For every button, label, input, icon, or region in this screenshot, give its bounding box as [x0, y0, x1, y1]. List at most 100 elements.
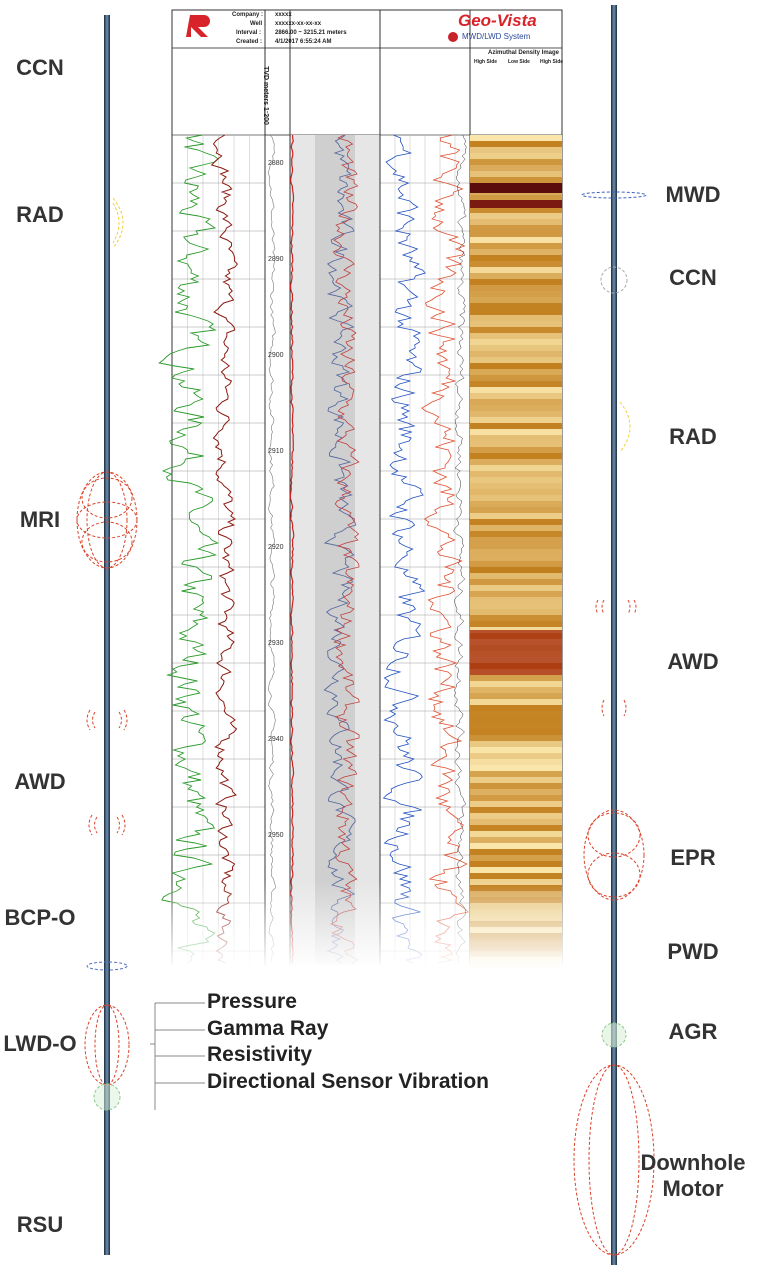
- log-curve: [421, 134, 469, 964]
- image-band: [470, 183, 562, 193]
- image-band: [470, 609, 562, 615]
- image-band: [470, 813, 562, 819]
- image-band: [470, 411, 562, 417]
- brand-icon: [448, 32, 458, 42]
- image-band: [470, 603, 562, 609]
- image-band: [470, 471, 562, 477]
- image-band: [470, 753, 562, 759]
- image-band: [470, 237, 562, 243]
- image-band: [470, 441, 562, 447]
- system: MWD/LWD System: [462, 32, 531, 41]
- log-fade: [170, 880, 565, 970]
- image-band: [470, 231, 562, 237]
- image-band: [470, 405, 562, 411]
- image-band: [470, 435, 562, 441]
- left-tool-label: MRI: [19, 507, 61, 532]
- log-curve: [323, 134, 357, 964]
- image-band: [470, 699, 562, 705]
- right-tool-label: RAD: [669, 424, 717, 449]
- image-band: [470, 675, 562, 681]
- image-band: [470, 195, 562, 201]
- image-band: [470, 315, 562, 321]
- right-tool-label: AGR: [668, 1019, 718, 1044]
- image-band: [470, 807, 562, 813]
- image-band: [470, 327, 562, 333]
- image-band: [470, 309, 562, 315]
- image-band: [470, 537, 562, 543]
- image-band: [470, 171, 562, 177]
- image-band: [470, 867, 562, 873]
- image-band: [470, 447, 562, 453]
- image-band: [470, 855, 562, 861]
- depth-label: 2910: [268, 448, 284, 455]
- image-band: [470, 825, 562, 831]
- right-tool-label: PWD: [667, 939, 719, 964]
- image-band: [470, 333, 562, 339]
- image-band: [470, 417, 562, 423]
- sensor-label: Resistivity: [207, 1043, 313, 1066]
- sensor-label: Directional Sensor Vibration: [207, 1070, 490, 1093]
- image-side: High Side: [474, 59, 498, 65]
- image-band: [470, 393, 562, 399]
- image-band: [470, 837, 562, 843]
- image-band: [470, 507, 562, 513]
- image-band: [470, 297, 562, 303]
- image-band: [470, 585, 562, 591]
- sensor-label: Pressure: [207, 990, 297, 1013]
- image-band: [470, 363, 562, 369]
- image-band: [470, 729, 562, 735]
- log-curve: [267, 134, 276, 964]
- image-band: [470, 771, 562, 777]
- image-band: [470, 279, 562, 285]
- right-tool-label: Downhole Motor: [640, 1150, 746, 1201]
- interval: 2866.00 ~ 3215.21 meters: [275, 30, 347, 36]
- image-band: [470, 783, 562, 789]
- depth-label: 2920: [268, 544, 284, 551]
- image-band: [470, 273, 562, 279]
- image-band: [470, 681, 562, 687]
- interval-label: Interval :: [236, 30, 262, 36]
- left-tool-label: RSU: [16, 1212, 64, 1237]
- well: xxxxxx-xx-xx-xx: [275, 21, 322, 27]
- log-subheader: [171, 47, 563, 136]
- depth-title: TVD meters 1:200: [261, 66, 269, 125]
- right-tool-label: MWD: [665, 182, 721, 207]
- image-band: [470, 267, 562, 273]
- image-band: [470, 357, 562, 363]
- image-band: [470, 711, 562, 717]
- image-side: High Side: [540, 59, 564, 65]
- image-band: [470, 789, 562, 795]
- tool-fields: [76, 191, 655, 1256]
- image-band: [470, 255, 562, 261]
- company-label: Company :: [232, 12, 264, 18]
- image-band: [470, 369, 562, 375]
- image-band: [470, 381, 562, 387]
- image-band: [470, 843, 562, 849]
- image-band: [470, 573, 562, 579]
- image-band: [470, 465, 562, 471]
- image-band: [470, 597, 562, 603]
- image-band: [470, 621, 562, 627]
- image-band: [470, 687, 562, 693]
- image-band: [470, 705, 562, 711]
- image-band: [470, 567, 562, 573]
- image-title: Azimuthal Density Image: [488, 50, 560, 56]
- sensor-label: Gamma Ray: [207, 1017, 329, 1040]
- image-band: [470, 543, 562, 549]
- logo: [186, 15, 210, 37]
- sensor-bracket: [150, 1002, 205, 1110]
- right-tool: [611, 5, 617, 1265]
- well-label: Well :: [250, 21, 266, 27]
- image-band: [470, 423, 562, 429]
- image-band: [470, 141, 562, 147]
- image-band: [470, 819, 562, 825]
- image-band: [470, 219, 562, 225]
- image-band: [470, 285, 562, 291]
- log-curve: [382, 134, 426, 964]
- left-tool-label: AWD: [14, 769, 66, 794]
- log-curve: [289, 134, 295, 964]
- image-band: [470, 453, 562, 459]
- image-band: [470, 630, 562, 675]
